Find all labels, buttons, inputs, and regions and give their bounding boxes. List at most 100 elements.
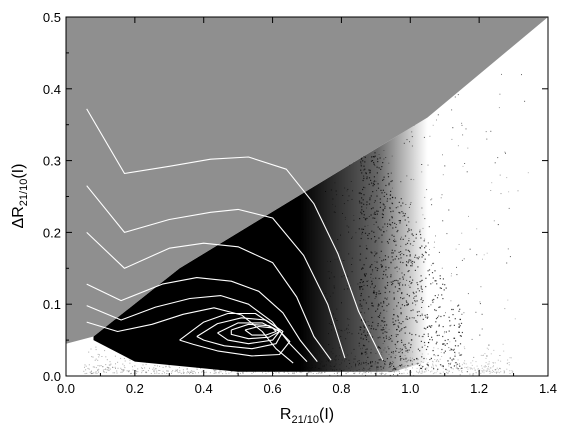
sparse-point [448, 347, 450, 349]
dense-point [391, 284, 393, 286]
dense-point [410, 265, 412, 267]
dense-point [384, 297, 386, 299]
dense-point [385, 269, 387, 271]
dense-point [391, 281, 393, 283]
dense-point [409, 286, 411, 288]
dense-point [396, 231, 398, 233]
x-tick-label: 0.8 [332, 381, 350, 396]
dense-point [381, 234, 383, 236]
dense-point [399, 364, 401, 367]
sparse-point [93, 372, 95, 374]
sparse-point [190, 370, 192, 372]
dense-point [416, 357, 418, 360]
dense-point [416, 321, 418, 323]
dense-point [364, 351, 366, 353]
dense-point [413, 240, 415, 242]
sparse-point [429, 135, 431, 137]
dense-point [366, 247, 368, 250]
sparse-point [158, 369, 160, 371]
dense-point [372, 207, 374, 209]
sparse-point [428, 369, 429, 371]
dense-point [378, 316, 380, 318]
sparse-point [428, 226, 430, 228]
dense-point [406, 255, 408, 257]
sparse-point [490, 190, 492, 191]
dense-point [419, 233, 422, 236]
dense-point [417, 314, 419, 317]
sparse-point [283, 371, 285, 373]
dense-point [368, 183, 370, 185]
dense-point [394, 250, 396, 252]
sparse-point [95, 371, 97, 373]
dense-point [358, 200, 361, 202]
dense-point [400, 297, 402, 299]
sparse-point [103, 371, 105, 373]
sparse-point [133, 372, 135, 374]
sparse-point [431, 198, 433, 200]
dense-point [454, 318, 456, 320]
dense-point [417, 258, 419, 260]
dense-point [379, 314, 381, 316]
sparse-point [450, 275, 452, 277]
sparse-point [123, 369, 125, 371]
plot-area [66, 17, 548, 376]
dense-point [406, 242, 409, 244]
dense-point [379, 202, 381, 204]
dense-point [390, 262, 392, 264]
sparse-point [114, 372, 116, 374]
dense-point [390, 276, 392, 278]
dense-point [400, 238, 402, 240]
dense-point [370, 214, 372, 216]
sparse-point [432, 282, 434, 284]
sparse-point [480, 354, 482, 356]
sparse-point [488, 344, 490, 346]
dense-point [412, 291, 414, 293]
dense-point [363, 273, 366, 275]
dense-point [429, 325, 431, 327]
sparse-point [385, 373, 387, 375]
sparse-point [499, 355, 501, 356]
dense-point [379, 157, 381, 159]
dense-point [432, 262, 434, 265]
sparse-point [498, 107, 500, 109]
sparse-point [368, 372, 370, 373]
dense-point [461, 331, 463, 334]
dense-point [366, 201, 368, 203]
sparse-point [120, 367, 122, 369]
sparse-point [215, 370, 217, 372]
dense-point [377, 346, 380, 348]
dense-point [360, 286, 362, 288]
sparse-point [135, 370, 137, 372]
dense-point [365, 257, 367, 259]
dense-point [419, 315, 421, 317]
sparse-point [154, 369, 156, 371]
dense-point [412, 309, 414, 311]
dense-point [381, 216, 384, 219]
dense-point [407, 365, 409, 367]
dense-point [380, 366, 382, 368]
sparse-point [462, 134, 464, 136]
dense-point [401, 292, 403, 294]
dense-point [372, 305, 374, 307]
dense-point [359, 282, 361, 284]
sparse-point [481, 328, 483, 330]
dense-point [370, 238, 372, 240]
dense-point [423, 261, 425, 263]
sparse-point [463, 363, 465, 365]
sparse-point [186, 368, 188, 370]
dense-point [364, 168, 366, 170]
dense-point [422, 365, 424, 368]
dense-point [385, 184, 387, 187]
dense-point [415, 295, 417, 297]
sparse-point [488, 369, 490, 371]
sparse-point [481, 371, 483, 373]
dense-point [362, 199, 364, 201]
dense-point [432, 350, 434, 352]
sparse-point [481, 313, 483, 315]
dense-point [431, 272, 434, 274]
dense-point [418, 310, 420, 313]
sparse-point [405, 367, 407, 369]
dense-point [415, 233, 417, 235]
dense-point [390, 356, 392, 358]
dense-points-region [93, 117, 428, 372]
